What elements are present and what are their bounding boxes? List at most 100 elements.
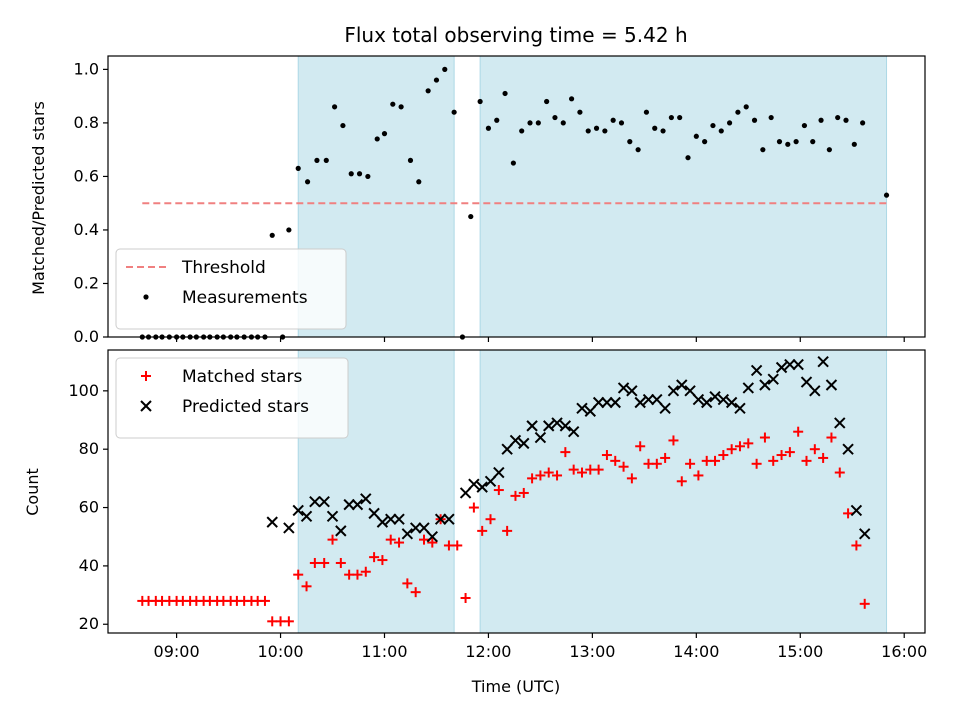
data-point-0-53	[552, 470, 563, 481]
data-point-1-14-b	[393, 513, 405, 525]
data-point-0-67	[668, 435, 679, 446]
data-point-1-47-b	[676, 379, 688, 391]
data-point-1-17	[418, 522, 430, 534]
data-point-1-63	[809, 385, 821, 397]
data-point-1-64-b	[817, 355, 829, 368]
data-point-0-74	[735, 109, 741, 115]
data-point-0-78	[759, 432, 770, 443]
bottom-panel: 20 40 60 80 100 09:00 10:00 11:00 12:00 13:00 14:0…	[68, 349, 927, 661]
data-point-0-37	[418, 534, 429, 545]
data-point-1-62	[800, 376, 813, 388]
data-point-0-86	[826, 432, 837, 443]
data-point-1-3	[300, 510, 313, 523]
chart-title: Flux total observing time = 5.42 h	[344, 23, 687, 47]
data-point-0-21	[286, 227, 292, 233]
data-point-1-53	[725, 396, 738, 409]
data-point-1-60-b	[784, 358, 796, 371]
data-point-0-33	[390, 101, 396, 107]
legend: Matched stars Predicted stars	[115, 357, 349, 439]
data-point-0-23	[304, 179, 311, 185]
data-point-1-58-b	[767, 373, 779, 385]
data-point-0-36	[410, 587, 421, 598]
data-point-0-49	[527, 120, 533, 126]
data-point-0-77	[760, 147, 766, 153]
x-tick-label: 13:00	[569, 642, 615, 661]
data-point-0-90	[859, 598, 870, 609]
data-point-1-49	[692, 393, 705, 406]
x-tick-label: 14:00	[673, 642, 719, 661]
data-point-1-50	[701, 396, 713, 409]
data-point-0-46	[502, 90, 508, 97]
data-point-0-42	[468, 213, 474, 220]
data-point-1-56	[750, 364, 763, 377]
data-point-0-76	[751, 117, 758, 123]
data-point-1-20-b	[443, 513, 455, 525]
legend-entry-predicted-stars-label: Predicted stars	[182, 397, 309, 417]
data-point-0-24	[314, 157, 320, 163]
legend-entry-matched-stars-key	[141, 371, 151, 381]
data-point-1-67	[842, 443, 854, 455]
legend-entry-measurements-label: Measurements	[182, 288, 308, 308]
data-point-0-87	[843, 117, 849, 123]
data-point-1-1	[283, 522, 295, 534]
y-tick-label: 0.8	[74, 113, 99, 132]
data-point-0-62	[635, 147, 641, 153]
data-point-0-45	[494, 117, 500, 123]
data-point-1-59	[775, 361, 788, 374]
legend-entry-measurements-key	[143, 294, 149, 300]
data-point-1-54-b	[734, 402, 746, 415]
data-point-0-66	[660, 452, 671, 463]
data-point-0-80	[785, 141, 791, 147]
data-point-0-65	[660, 128, 666, 134]
data-point-1-57-b	[759, 379, 771, 391]
data-point-0-40	[451, 109, 457, 115]
data-point-0-50	[527, 473, 538, 484]
data-point-0-51	[535, 470, 546, 481]
data-point-1-69	[859, 528, 871, 540]
data-point-1-13	[385, 513, 397, 525]
data-point-1-41	[626, 385, 638, 397]
data-point-1-55-b	[742, 382, 755, 394]
data-point-0-62	[626, 473, 637, 484]
data-point-1-16-b	[409, 522, 422, 534]
data-point-0-54	[568, 96, 575, 102]
data-point-0-85	[818, 452, 829, 463]
data-point-1-20	[443, 513, 455, 525]
data-point-1-3-b	[300, 510, 313, 523]
axes-frame	[107, 349, 926, 634]
data-point-1-38	[601, 396, 613, 409]
data-point-0-63	[635, 441, 646, 452]
data-point-1-28-b	[518, 437, 530, 450]
data-point-0-87	[834, 467, 845, 478]
data-point-1-32-b	[551, 417, 563, 429]
data-point-1-43-b	[642, 393, 655, 406]
data-point-1-63-b	[809, 385, 821, 397]
data-point-1-45-b	[659, 402, 671, 415]
data-point-0-29	[352, 569, 363, 580]
series-measurements	[139, 66, 890, 340]
data-point-1-44-b	[651, 393, 663, 406]
x-tick-label: 15:00	[777, 642, 823, 661]
data-point-1-68-b	[850, 504, 863, 517]
data-point-0-61	[627, 139, 633, 145]
data-point-0-34	[394, 537, 405, 548]
data-point-0-72	[710, 455, 721, 466]
data-point-1-7	[335, 525, 347, 537]
data-point-0-83	[801, 455, 812, 466]
data-point-0-69	[693, 133, 699, 139]
data-point-0-85	[826, 147, 832, 153]
data-point-0-44	[485, 125, 492, 131]
data-point-0-65	[651, 458, 662, 469]
data-point-0-27	[335, 557, 346, 568]
data-point-1-34	[567, 425, 580, 438]
data-point-1-24-b	[484, 475, 497, 487]
data-point-0-74	[726, 444, 737, 455]
data-point-0-71	[710, 122, 716, 129]
data-point-0-57	[593, 125, 600, 131]
data-point-0-63	[643, 109, 650, 115]
data-point-1-65-b	[825, 379, 838, 391]
data-point-1-23	[476, 481, 488, 493]
data-point-0-23	[301, 581, 312, 592]
data-point-1-50-b	[701, 396, 713, 409]
legend-entry-predicted-stars-key-b	[140, 400, 152, 412]
